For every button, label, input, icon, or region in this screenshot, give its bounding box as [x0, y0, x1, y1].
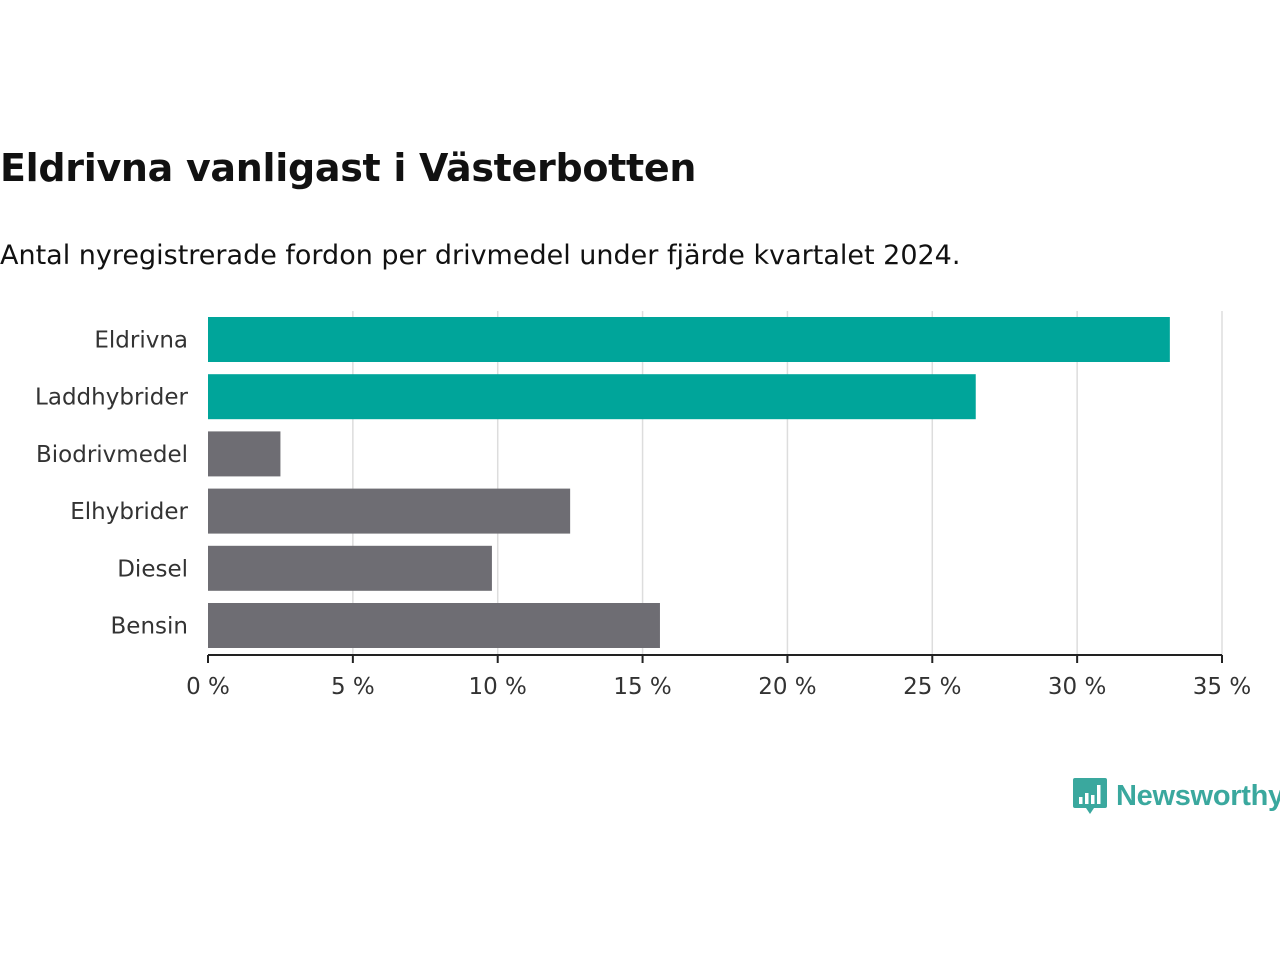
x-tick-label: 30 % [1048, 674, 1106, 700]
brand-name: Newsworthy [1116, 779, 1280, 812]
category-label: Diesel [117, 556, 188, 582]
category-label: Bensin [111, 614, 188, 640]
chart-title: Eldrivna vanligast i Västerbotten [0, 146, 697, 190]
x-tick-label: 35 % [1193, 674, 1251, 700]
x-tick-label: 15 % [613, 674, 671, 700]
x-tick-label: 20 % [758, 674, 816, 700]
bar-biodrivmedel [208, 431, 281, 477]
bar-bensin [208, 603, 660, 648]
category-label: Elhybrider [70, 499, 188, 525]
chart-subtitle: Antal nyregistrerade fordon per drivmede… [0, 240, 961, 271]
category-label: Eldrivna [94, 328, 188, 354]
bar-eldrivna [208, 317, 1170, 362]
category-label: Biodrivmedel [36, 442, 188, 468]
category-label: Laddhybrider [35, 385, 188, 411]
bar-laddhybrider [208, 374, 976, 420]
bar-diesel [208, 545, 492, 591]
newsworthy-logo-icon [1073, 778, 1107, 814]
x-tick-label: 25 % [903, 674, 961, 700]
bar-elhybrider [208, 488, 571, 534]
brand-logo: Newsworthy [1072, 774, 1280, 818]
x-tick-label: 10 % [468, 674, 526, 700]
x-tick-label: 5 % [331, 674, 375, 700]
x-tick-label: 0 % [186, 674, 230, 700]
